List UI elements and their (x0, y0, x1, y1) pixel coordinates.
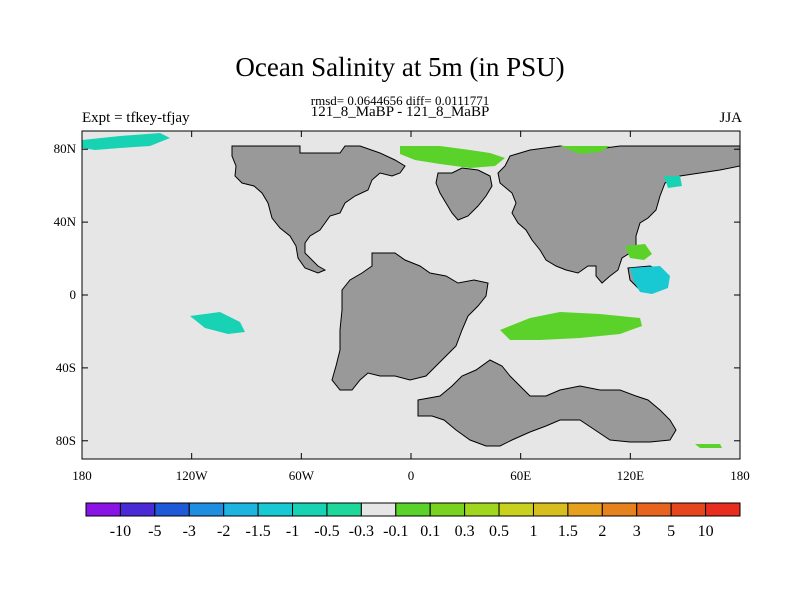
landmass-south-continent (331, 252, 489, 391)
y-tick-label: 40N (54, 214, 77, 229)
x-tick-label: 60E (510, 468, 531, 483)
colorbar-label: -0.5 (314, 523, 339, 540)
colorbar-label: -1 (286, 523, 299, 540)
x-tick-label: 0 (408, 468, 415, 483)
y-tick-label: 40S (56, 360, 76, 375)
land-masses (231, 145, 741, 447)
colorbar-swatch (429, 502, 466, 517)
y-tick-label: 80N (54, 141, 77, 156)
map-title: Ocean Salinity at 5m (in PSU) (235, 52, 565, 82)
colorbar-swatch (326, 502, 362, 517)
anomaly-patch-west-pacific (625, 244, 652, 260)
colorbar-swatch (636, 502, 672, 517)
x-tick-label: 120W (176, 468, 209, 483)
colorbar-swatch (119, 502, 156, 517)
y-axis: 80N 40N 0 40S 80S (54, 141, 740, 448)
anomaly-patch-south-ocean (695, 444, 722, 448)
x-tick-label: 180 (730, 468, 750, 483)
y-tick-label: 0 (70, 287, 77, 302)
colorbar-swatch (670, 502, 707, 517)
colorbar-label: -3 (183, 523, 196, 540)
colorbar: -10 -5 -3 -2 -1.5 -1 -0.5 -0.3 -0.1 0.1 0.3 0.5 1 1.5… (85, 502, 741, 540)
landmass-antarctica (417, 359, 677, 447)
stats-label: rmsd= 0.0644656 diff= 0.0111771 (310, 93, 490, 108)
landmass-north-america (231, 145, 406, 274)
colorbar-label: -1.5 (245, 523, 270, 540)
colorbar-label: 3 (633, 523, 641, 540)
colorbar-label: 1 (529, 523, 537, 540)
colorbar-label: 10 (698, 523, 714, 540)
colorbar-swatch (498, 502, 534, 517)
colorbar-label: -2 (217, 523, 230, 540)
x-tick-label: 180 (72, 468, 92, 483)
colorbar-label: 0.3 (455, 523, 475, 540)
anomaly-patch-maritime-continent (630, 266, 670, 294)
colorbar-swatch (601, 502, 638, 517)
anomaly-patch-indian-ocean (500, 312, 642, 340)
colorbar-swatch (705, 502, 741, 517)
colorbar-label: 0.1 (420, 523, 440, 540)
colorbar-swatch (292, 502, 328, 517)
colorbar-swatch (395, 502, 431, 517)
colorbar-label: -10 (110, 523, 131, 540)
landmass-greenland (435, 167, 493, 221)
x-tick-label: 120E (617, 468, 645, 483)
y-tick-label: 80S (56, 433, 76, 448)
colorbar-swatch (85, 502, 121, 517)
colorbar-label: 2 (598, 523, 606, 540)
colorbar-swatch (464, 502, 500, 517)
colorbar-label: 0.5 (489, 523, 509, 540)
landmass-eurasia (497, 145, 741, 284)
colorbar-label: -0.1 (383, 523, 408, 540)
colorbar-label: -0.3 (349, 523, 374, 540)
anomaly-patch-arctic-east (560, 146, 610, 154)
anomaly-patch-arctic-west (82, 133, 170, 150)
colorbar-label: -5 (148, 523, 161, 540)
colorbar-swatch (223, 502, 259, 517)
colorbar-label: 1.5 (558, 523, 578, 540)
colorbar-swatch (154, 502, 190, 517)
x-axis: 180 120W 60W 0 60E 120E 180 (72, 131, 750, 483)
experiment-subtitle: 121_8_MaBP - 121_8_MaBP (310, 104, 490, 120)
colorbar-swatch (188, 502, 225, 517)
colorbar-swatch (360, 502, 397, 517)
anomaly-patch-tropical-pacific (190, 312, 245, 334)
colorbar-swatch (257, 502, 294, 517)
anomaly-patches (82, 133, 722, 448)
colorbar-swatch (567, 502, 603, 517)
colorbar-swatch (532, 502, 569, 517)
season-label: JJA (719, 110, 742, 126)
anomaly-patch-arctic (400, 146, 505, 168)
anomaly-patch-north-pacific (664, 176, 682, 188)
experiment-label: Expt = tfkey-tfjay (82, 110, 190, 126)
x-tick-label: 60W (289, 468, 315, 483)
colorbar-label: 5 (667, 523, 675, 540)
